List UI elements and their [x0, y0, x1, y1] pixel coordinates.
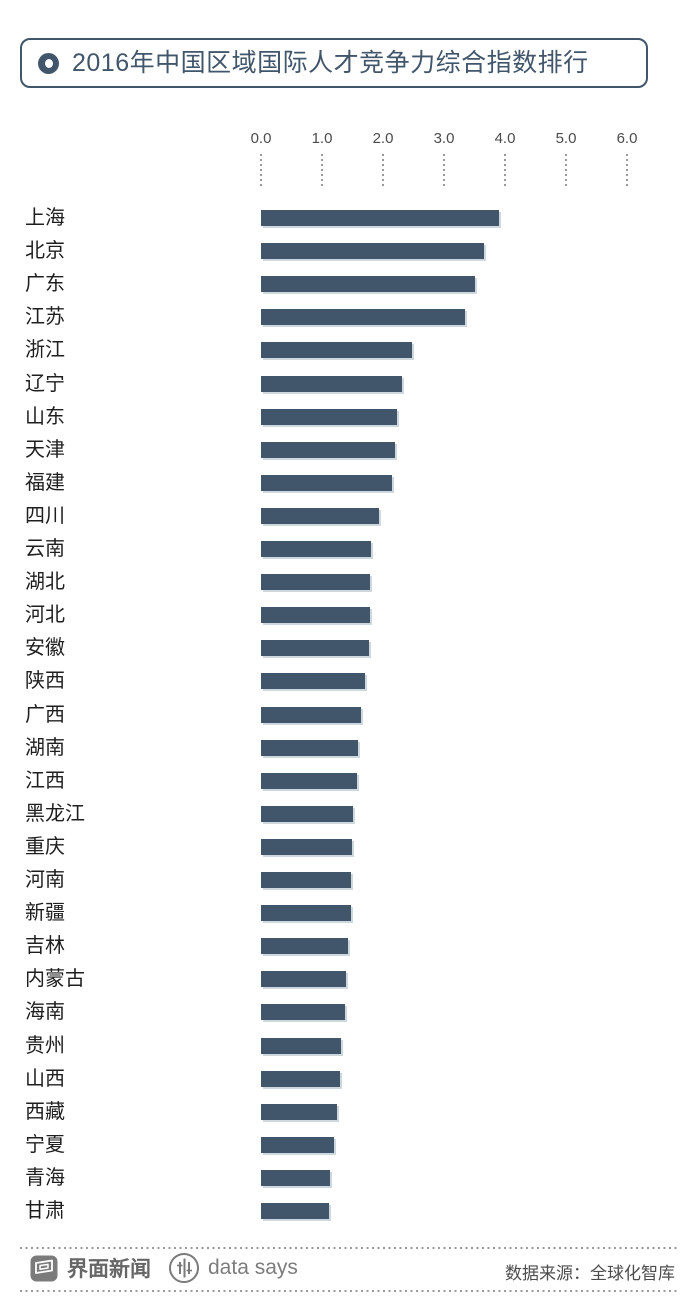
category-label: 宁夏: [25, 1134, 65, 1156]
bar: [261, 1137, 334, 1153]
x-axis-tick-mark: [443, 154, 445, 186]
x-axis-tick-label: 6.0: [616, 130, 638, 147]
x-axis-tick-label: 2.0: [372, 130, 394, 147]
bar: [261, 839, 352, 855]
category-label: 西藏: [25, 1101, 65, 1123]
chart-title: 2016年中国区域国际人才竞争力综合指数排行: [72, 48, 589, 77]
category-label: 吉林: [25, 935, 65, 957]
category-label: 天津: [25, 439, 65, 461]
category-label: 北京: [25, 240, 65, 262]
category-label: 海南: [25, 1001, 65, 1023]
category-label: 云南: [25, 538, 65, 560]
bar: [261, 707, 361, 723]
x-axis-tick-mark: [382, 154, 384, 186]
x-axis-tick-mark: [565, 154, 567, 186]
x-axis-tick-label: 5.0: [555, 130, 577, 147]
bar: [261, 872, 351, 888]
donut-circle-icon: [38, 52, 59, 74]
category-label: 河北: [25, 604, 65, 626]
bar: [261, 938, 348, 954]
x-axis-tick-mark: [260, 154, 262, 186]
bar: [261, 243, 484, 259]
chart-title-box: 2016年中国区域国际人才竞争力综合指数排行: [20, 38, 648, 88]
bar: [261, 541, 371, 557]
category-label: 陕西: [25, 670, 65, 692]
bar: [261, 971, 346, 987]
bar: [261, 210, 499, 226]
footer-bottom-dotted-rule: [20, 1290, 680, 1292]
category-label: 福建: [25, 472, 65, 494]
category-label: 山东: [25, 406, 65, 428]
x-axis-tick-label: 3.0: [433, 130, 455, 147]
bar: [261, 376, 402, 392]
jiemian-logo-icon: [30, 1255, 58, 1281]
x-axis-tick-mark: [321, 154, 323, 186]
bar: [261, 640, 369, 656]
bar: [261, 740, 358, 756]
product-name: data says: [208, 1256, 298, 1279]
category-label: 甘肃: [25, 1200, 65, 1222]
x-axis-tick-mark: [626, 154, 628, 186]
category-label: 四川: [25, 505, 65, 527]
bar: [261, 607, 370, 623]
category-label: 新疆: [25, 902, 65, 924]
category-label: 浙江: [25, 339, 65, 361]
category-label: 湖北: [25, 571, 65, 593]
category-label: 湖南: [25, 737, 65, 759]
category-label: 广东: [25, 273, 65, 295]
bar: [261, 1104, 337, 1120]
bar: [261, 475, 392, 491]
bar: [261, 1170, 330, 1186]
footer-top-dotted-rule: [20, 1247, 680, 1249]
brand-name: 界面新闻: [67, 1258, 151, 1281]
bar: [261, 442, 395, 458]
donut-circle-hole: [44, 58, 53, 68]
bar: [261, 409, 397, 425]
footer-branding: 界面新闻 data says: [30, 1252, 298, 1284]
data-source-credit: 数据来源：全球化智库: [505, 1264, 675, 1283]
data-says-logo-icon: [169, 1253, 199, 1283]
bar: [261, 1038, 341, 1054]
category-label: 江西: [25, 770, 65, 792]
category-label: 安徽: [25, 637, 65, 659]
x-axis-tick-mark: [504, 154, 506, 186]
bar: [261, 574, 370, 590]
x-axis-tick-label: 4.0: [494, 130, 516, 147]
category-label: 广西: [25, 704, 65, 726]
category-label: 上海: [25, 207, 65, 229]
x-axis-tick-label: 1.0: [311, 130, 333, 147]
category-label: 辽宁: [25, 373, 65, 395]
bar: [261, 309, 465, 325]
bar: [261, 905, 351, 921]
bar: [261, 806, 353, 822]
bar: [261, 1071, 340, 1087]
category-label: 山西: [25, 1068, 65, 1090]
category-label: 河南: [25, 869, 65, 891]
bar: [261, 773, 357, 789]
bar: [261, 342, 412, 358]
bar: [261, 508, 379, 524]
category-label: 内蒙古: [25, 968, 85, 990]
category-label: 黑龙江: [25, 803, 85, 825]
bar: [261, 1203, 329, 1219]
category-label: 青海: [25, 1167, 65, 1189]
category-label: 贵州: [25, 1035, 65, 1057]
bar: [261, 673, 365, 689]
x-axis-tick-label: 0.0: [250, 130, 272, 147]
category-label: 重庆: [25, 836, 65, 858]
bar: [261, 276, 475, 292]
bar: [261, 1004, 345, 1020]
category-label: 江苏: [25, 306, 65, 328]
